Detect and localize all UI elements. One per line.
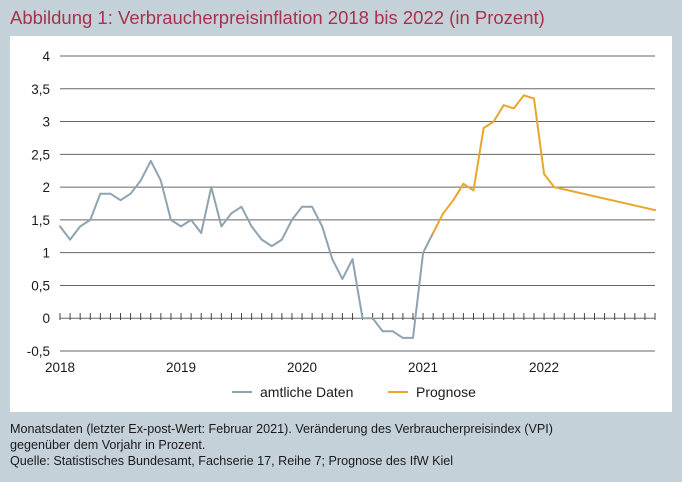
- y-tick-label: 0: [42, 311, 50, 326]
- data-point: [401, 336, 404, 339]
- data-point: [422, 251, 424, 254]
- data-point: [381, 330, 384, 333]
- footnote: Monatsdaten (letzter Ex-post-Wert: Febru…: [10, 421, 670, 469]
- legend: amtliche Daten Prognose: [232, 384, 476, 400]
- data-point: [291, 218, 293, 221]
- data-point: [301, 205, 303, 208]
- data-point: [159, 179, 162, 182]
- data-point: [220, 225, 223, 228]
- footnote-line-2: gegenüber dem Vorjahr in Prozent.: [10, 438, 206, 452]
- y-tick-label: -0,5: [27, 344, 50, 359]
- data-point: [200, 232, 203, 234]
- y-tick-label: 2: [42, 180, 50, 195]
- x-tick-label: 2019: [166, 360, 196, 375]
- data-point: [190, 218, 193, 221]
- data-point: [89, 218, 92, 221]
- y-tick-label: 3: [42, 115, 50, 130]
- data-point: [109, 192, 112, 195]
- data-point: [230, 212, 233, 215]
- data-point: [462, 182, 465, 185]
- series-lines: [59, 94, 656, 339]
- x-tick-label: 2020: [287, 360, 317, 375]
- chart-title: Abbildung 1: Verbraucherpreisinflation 2…: [10, 7, 545, 28]
- data-point: [79, 225, 82, 228]
- data-point: [270, 245, 273, 248]
- data-point: [69, 238, 71, 241]
- data-point: [129, 192, 132, 195]
- data-point: [361, 317, 364, 320]
- x-tick-label: 2021: [408, 360, 438, 375]
- data-point: [442, 212, 445, 215]
- data-point: [250, 225, 253, 228]
- data-point: [180, 225, 182, 228]
- data-point: [170, 218, 172, 221]
- data-point: [351, 258, 354, 261]
- plot-panel: -0,5 0 0,5 1 1,5 2 2,5 3 3,5 4 2018 2019 2020 2021 20…: [10, 36, 672, 412]
- data-point: [139, 179, 142, 182]
- data-point: [260, 238, 263, 241]
- footnote-line-1: Monatsdaten (letzter Ex-post-Wert: Febru…: [10, 422, 553, 436]
- data-point: [59, 225, 61, 228]
- data-point: [533, 97, 535, 100]
- data-point: [492, 120, 495, 123]
- data-point: [512, 107, 515, 110]
- data-point: [654, 209, 656, 211]
- series-line-2: [432, 94, 656, 234]
- data-point: [341, 277, 344, 280]
- data-point: [331, 258, 334, 261]
- x-tick-label: 2022: [529, 360, 559, 375]
- data-point: [240, 205, 243, 208]
- data-point: [452, 199, 455, 202]
- data-point: [553, 186, 556, 189]
- series-line-1: [59, 159, 435, 339]
- footnote-line-3: Quelle: Statistisches Bundesamt, Fachser…: [10, 454, 454, 468]
- gridlines: -0,5 0 0,5 1 1,5 2 2,5 3 3,5 4: [27, 49, 655, 359]
- data-point: [99, 192, 102, 195]
- data-point: [391, 330, 394, 333]
- data-point: [432, 232, 435, 234]
- y-tick-label: 1: [42, 246, 50, 261]
- data-point: [210, 186, 213, 189]
- x-tick-label: 2018: [45, 360, 75, 375]
- data-point: [543, 173, 545, 175]
- data-point: [321, 225, 324, 228]
- data-point: [522, 94, 525, 97]
- legend-label: amtliche Daten: [260, 384, 353, 400]
- legend-label: Prognose: [416, 384, 476, 400]
- y-tick-label: 0,5: [31, 278, 50, 293]
- x-axis: 2018 2019 2020 2021 2022: [45, 313, 656, 375]
- y-tick-label: 1,5: [31, 213, 50, 228]
- data-point: [371, 317, 374, 320]
- data-point: [412, 336, 414, 339]
- data-point: [119, 199, 122, 202]
- line-chart: -0,500,511,522,533,54 2018 2019 2020 2021 20…: [27, 49, 656, 400]
- y-tick-label: 2,5: [31, 147, 50, 162]
- data-point: [482, 127, 485, 130]
- data-point: [280, 238, 283, 241]
- data-point: [149, 159, 152, 162]
- data-point: [502, 104, 505, 107]
- y-tick-label: 3,5: [31, 82, 50, 97]
- y-tick-label: 4: [42, 49, 50, 64]
- data-point: [472, 189, 475, 192]
- data-point: [311, 205, 314, 208]
